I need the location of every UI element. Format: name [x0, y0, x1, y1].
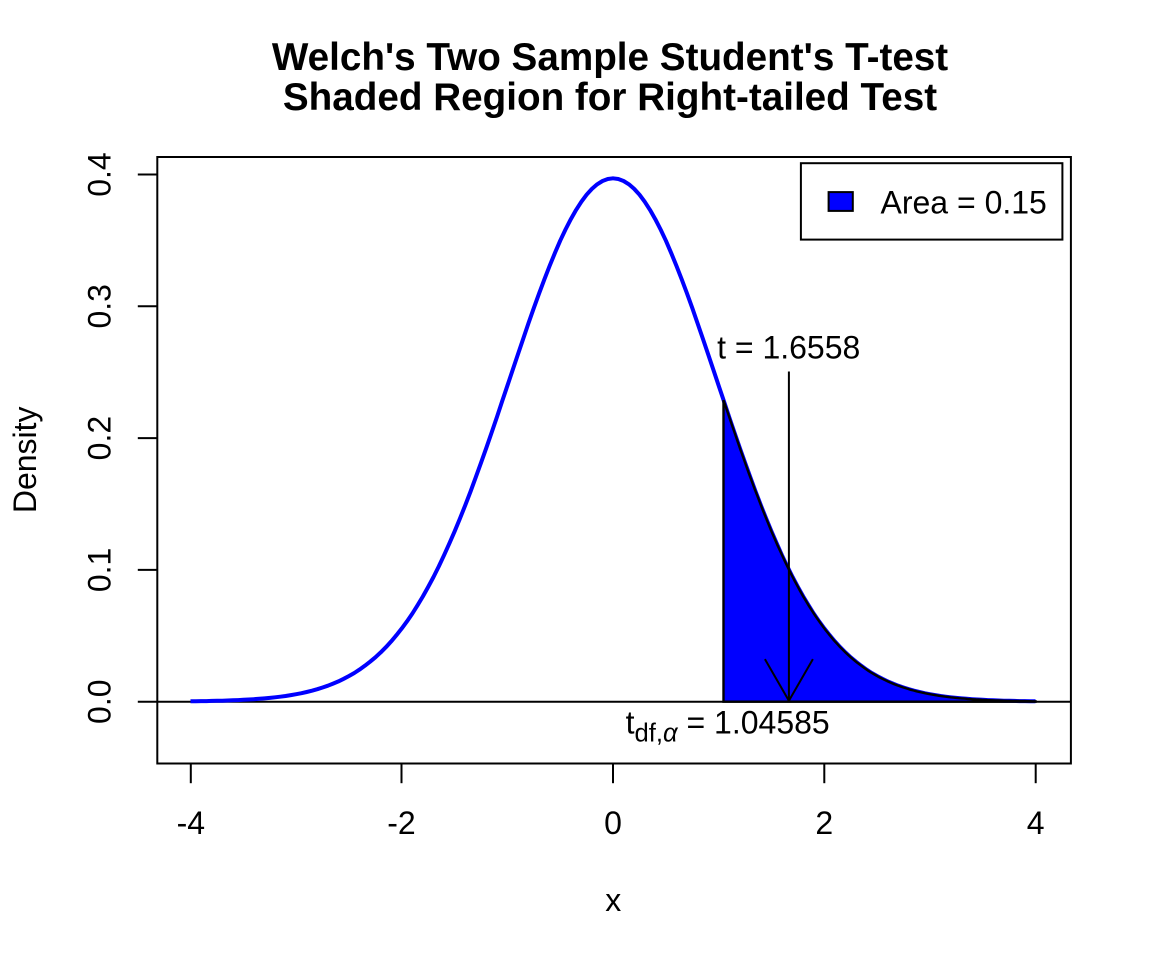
- svg-text:Welch's Two Sample Student's T: Welch's Two Sample Student's T-test: [272, 36, 948, 79]
- svg-text:0.1: 0.1: [82, 548, 118, 592]
- svg-text:Area = 0.15: Area = 0.15: [881, 184, 1047, 220]
- svg-text:0: 0: [604, 805, 622, 841]
- svg-text:0.3: 0.3: [82, 284, 118, 328]
- svg-text:Shaded Region for Right-tailed: Shaded Region for Right-tailed Test: [283, 76, 937, 119]
- svg-text:2: 2: [815, 805, 833, 841]
- svg-text:0.2: 0.2: [82, 416, 118, 460]
- svg-text:0.4: 0.4: [82, 152, 118, 196]
- svg-text:-2: -2: [387, 805, 415, 841]
- svg-text:t = 1.6558: t = 1.6558: [717, 330, 860, 366]
- svg-text:4: 4: [1027, 805, 1045, 841]
- svg-text:x: x: [605, 882, 621, 918]
- svg-text:Density: Density: [7, 406, 43, 513]
- svg-text:-4: -4: [177, 805, 205, 841]
- svg-text:tdf,α = 1.04585: tdf,α = 1.04585: [626, 704, 830, 747]
- svg-text:0.0: 0.0: [82, 679, 118, 723]
